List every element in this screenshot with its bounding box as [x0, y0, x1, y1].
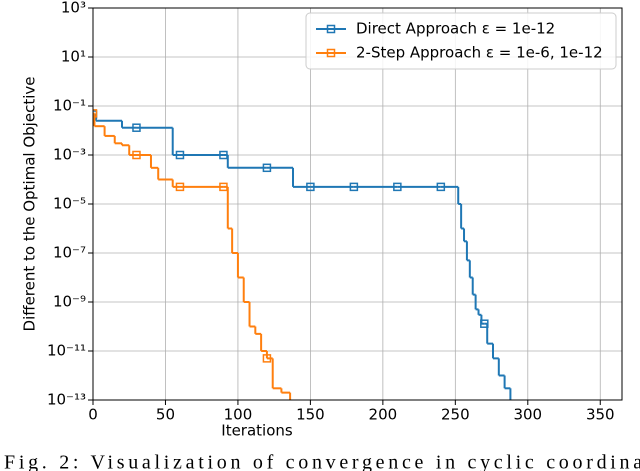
marker: [219, 182, 228, 192]
legend-marker: [326, 24, 336, 34]
marker: [219, 150, 228, 160]
marker: [393, 182, 402, 192]
marker: [132, 150, 141, 160]
x-tick-label: 250: [441, 406, 470, 424]
y-tick-label: 10⁻¹¹: [47, 342, 86, 360]
x-axis-label: Iterations: [221, 422, 293, 440]
y-tick-label: 10¹: [61, 48, 86, 66]
marker: [175, 182, 185, 192]
marker: [93, 109, 98, 118]
y-tick-label: 10⁻⁷: [53, 244, 86, 262]
y-tick-label: 10⁻⁵: [53, 195, 86, 213]
x-tick-label: 200: [369, 406, 398, 424]
x-tick-label: 150: [296, 406, 325, 424]
marker: [175, 150, 185, 160]
marker: [436, 182, 446, 192]
y-tick-label: 10⁻⁹: [53, 293, 86, 311]
legend-label: Direct Approach ε = 1e-12: [356, 20, 555, 38]
x-tick-label: 50: [156, 406, 175, 424]
x-tick-label: 100: [224, 406, 253, 424]
legend-box: [305, 12, 617, 70]
legend-label: 2-Step Approach ε = 1e-6, 1e-12: [356, 44, 603, 62]
x-tick-label: 350: [586, 406, 615, 424]
y-tick-label: 10⁻³: [53, 146, 86, 164]
y-axis-label: Different to the Optimal Objective: [21, 77, 39, 332]
marker: [306, 182, 315, 192]
caption: Fig. 2: Visualization of convergence in …: [4, 452, 640, 471]
plot-frame: [92, 7, 623, 401]
legend-marker: [326, 48, 336, 58]
x-tick-label: 300: [513, 406, 542, 424]
x-tick-label: 0: [88, 406, 98, 424]
y-tick-label: 10⁻¹: [53, 97, 86, 115]
y-tick-label: 10⁻¹³: [47, 391, 86, 409]
marker: [262, 163, 272, 173]
marker: [480, 319, 489, 328]
marker: [262, 354, 272, 363]
marker: [349, 182, 359, 192]
y-tick-label: 10³: [61, 0, 86, 17]
plot-area: [93, 109, 512, 400]
marker: [132, 123, 141, 132]
